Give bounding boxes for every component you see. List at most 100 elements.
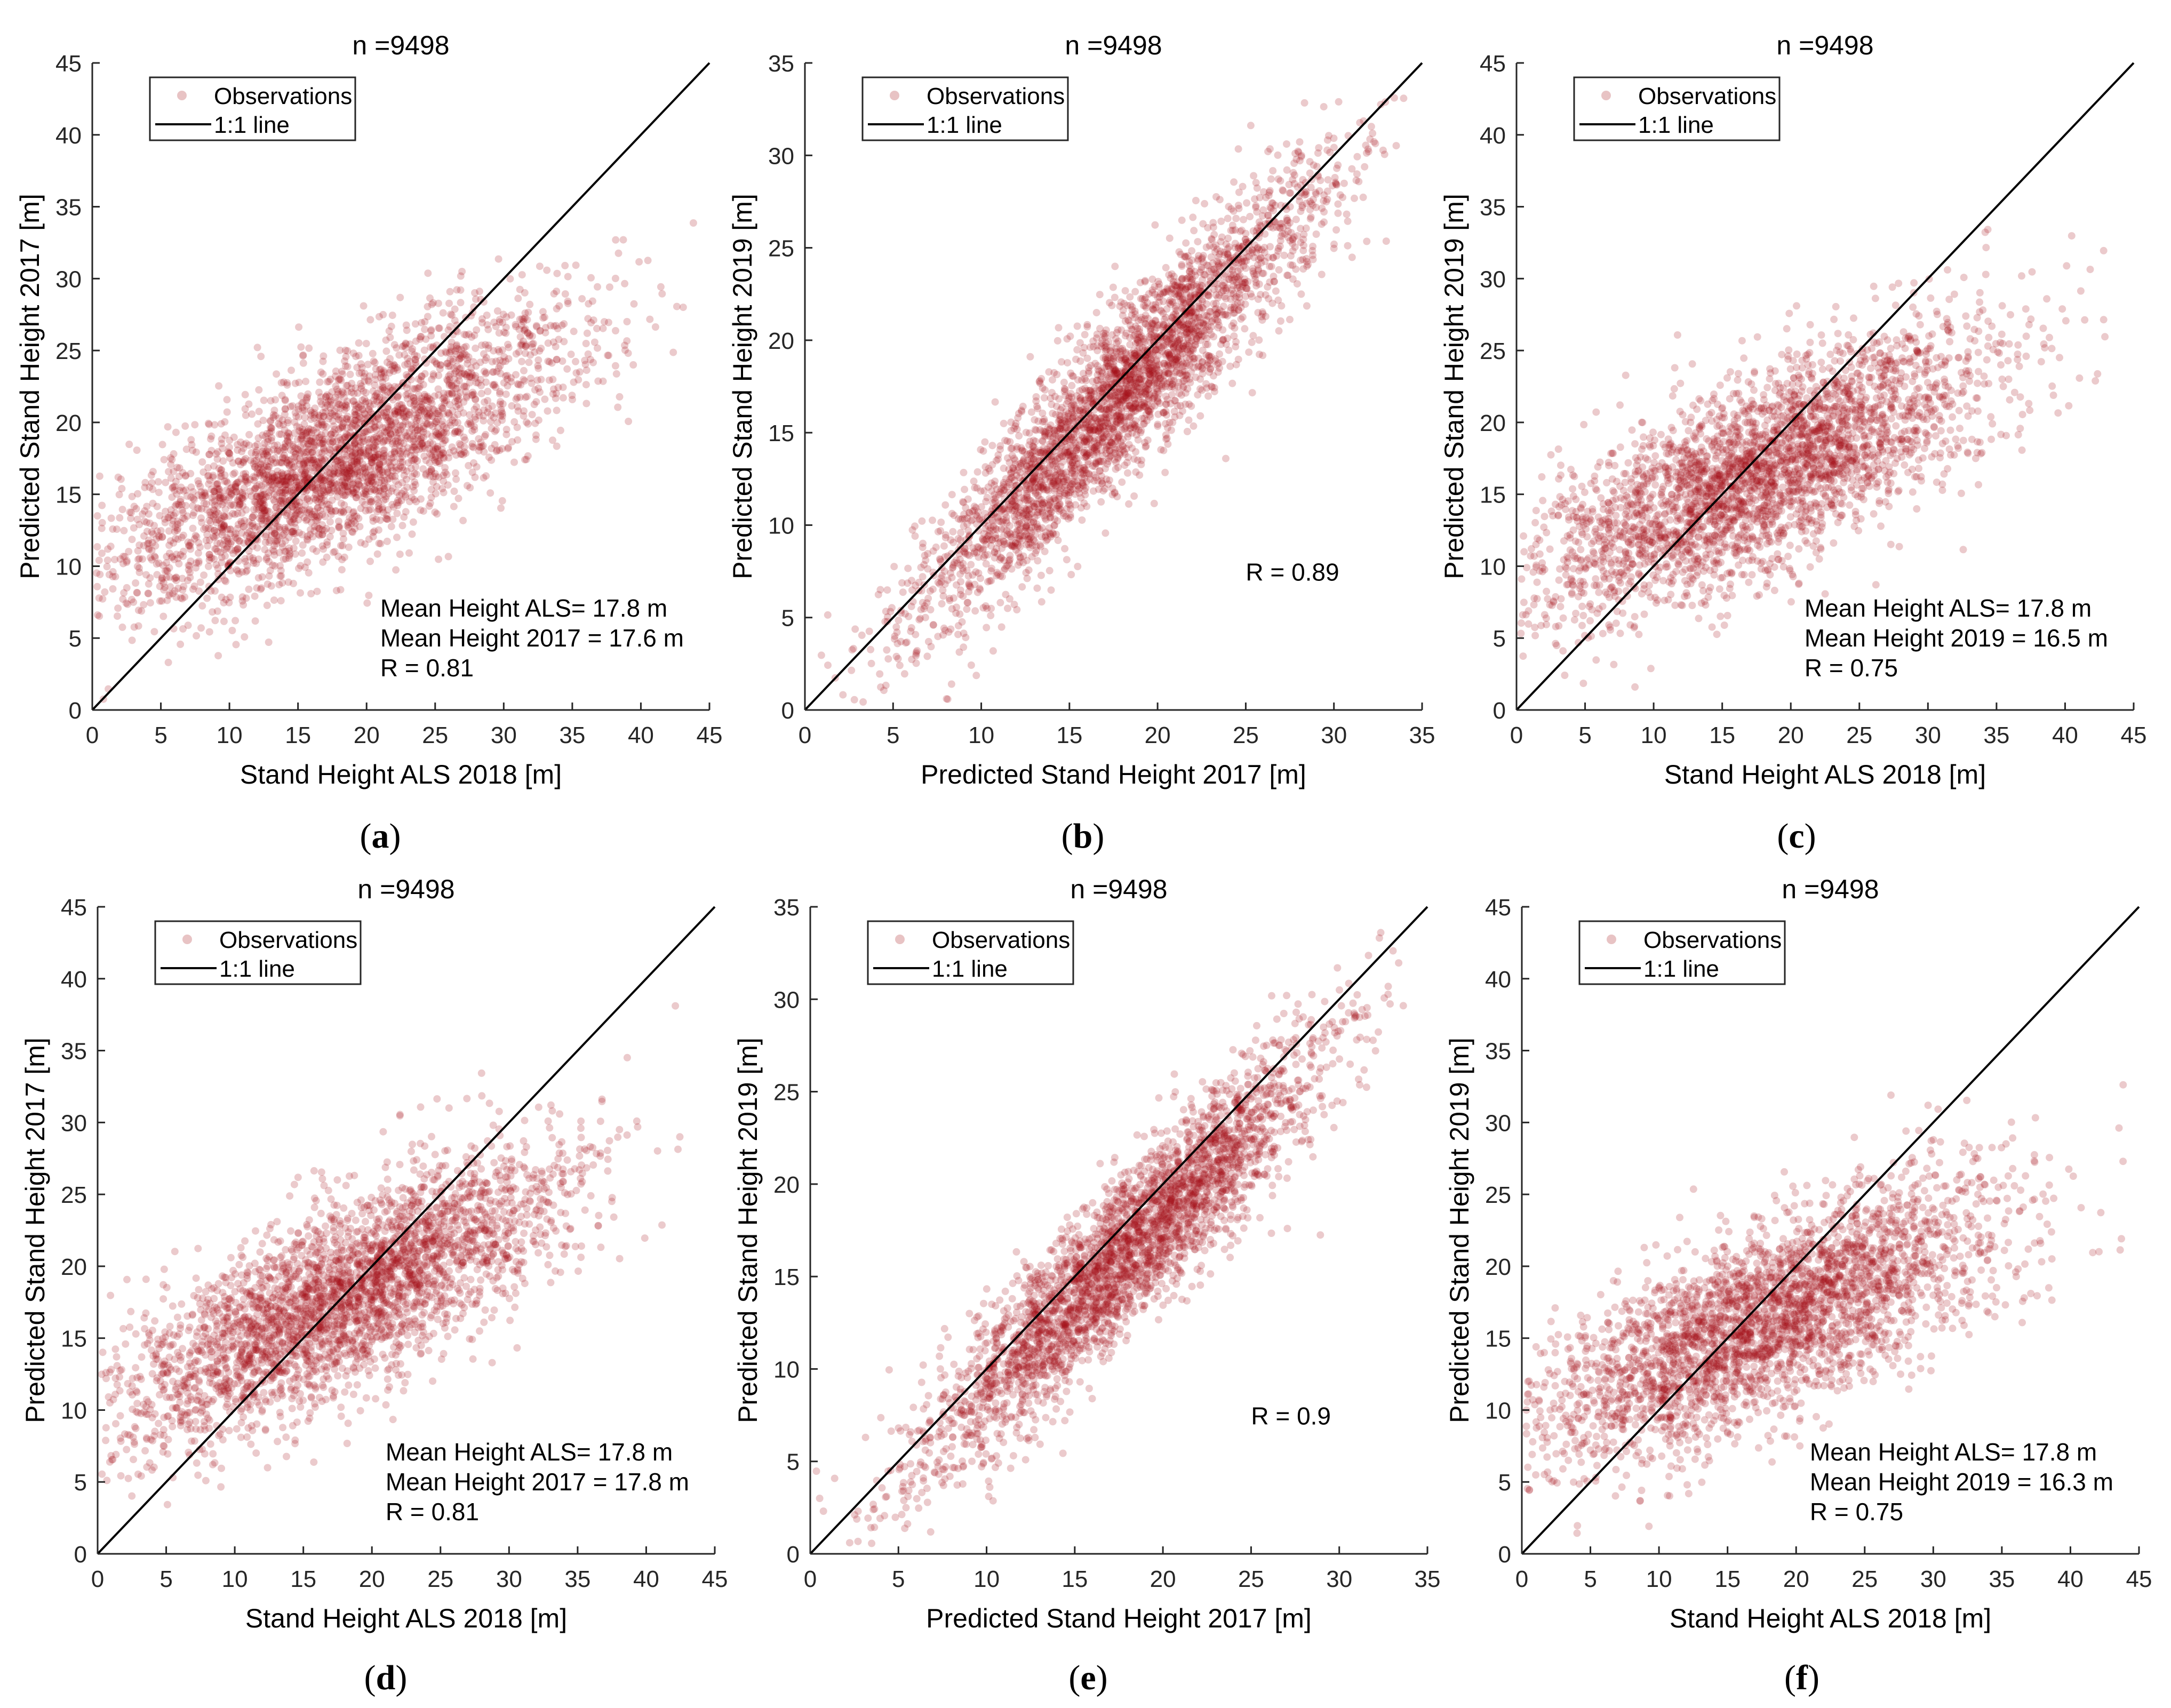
observation-point [567,350,575,358]
observation-point [221,576,229,584]
observation-point [373,393,381,401]
observation-point [165,468,172,476]
observation-point [318,457,326,465]
observation-point [330,470,338,477]
observation-point [451,316,459,324]
observation-point [334,469,342,477]
observation-point [353,468,361,476]
observation-point [270,551,278,559]
observation-point [605,352,612,360]
observation-point [991,398,999,406]
observation-point [457,441,465,449]
observation-point [191,421,199,429]
observation-point [1312,230,1320,238]
observation-point [145,536,153,544]
observation-point [370,357,378,365]
observation-point [496,388,504,396]
observation-point [851,625,859,633]
observation-point [198,492,206,500]
observation-point [165,541,173,549]
observation-point [500,379,508,387]
observation-point [470,405,478,413]
observation-point [365,480,373,488]
observation-point [491,380,499,388]
observation-point [317,456,325,464]
observation-point [563,365,571,373]
observation-point [1276,317,1284,325]
observation-point [365,592,373,600]
observation-point [303,435,311,442]
observation-point [518,357,526,365]
observation-point [1111,262,1119,270]
observation-point [521,349,529,357]
observation-point [435,324,443,332]
observation-point [262,531,270,539]
observation-point [940,542,948,550]
observation-point [181,593,189,601]
observation-point [134,490,141,498]
observation-point [173,526,181,534]
observation-point [457,299,465,307]
observation-point [983,604,991,612]
observation-point [304,558,312,566]
observation-point [428,376,436,384]
observation-point [410,486,418,494]
chart-title: n =9498 [352,30,449,60]
observation-point [388,312,396,320]
observation-point [611,275,619,282]
observation-point [371,481,379,489]
observation-point [145,589,153,597]
observation-point [520,366,528,374]
observation-point [451,305,459,313]
observation-point [651,323,659,331]
observation-point [173,464,181,472]
observation-point [308,409,316,417]
observation-point [150,628,158,636]
y-tick-label: 0 [69,698,82,724]
observation-point [424,441,432,448]
observation-point [342,430,350,438]
observation-point [387,462,395,470]
observation-point [386,369,393,377]
observation-point [291,379,299,387]
observation-point [224,537,232,545]
observation-point [205,628,213,636]
observation-point [326,404,334,412]
observation-point [443,349,451,357]
observation-point [612,236,620,244]
observation-point [297,589,304,597]
legend-line-label: 1:1 line [214,112,290,138]
observation-point [161,584,169,591]
observation-point [157,527,165,534]
observation-point [918,517,926,525]
observation-point [95,556,103,564]
stats-annotation: Mean Height ALS= 17.8 m [380,594,667,622]
observation-point [305,344,313,352]
observation-point [488,425,496,433]
observation-point [277,572,285,580]
observation-point [334,410,342,418]
observation-point [177,640,185,648]
observation-point [245,430,253,438]
observation-point [340,394,348,402]
observation-point [926,587,934,595]
observation-point [522,342,530,350]
observation-point [513,424,521,432]
observation-point [318,542,326,550]
observation-point [256,469,264,477]
observation-point [285,554,293,562]
observation-point [582,400,590,408]
observation-point [970,477,978,485]
observation-point [472,344,480,352]
observation-point [409,443,417,451]
x-tick-label: 0 [86,722,99,748]
observation-point [1254,295,1262,303]
observation-point [517,381,525,389]
observation-point [988,442,996,450]
observation-point [619,236,627,244]
observation-point [470,426,478,434]
observation-point [380,367,388,375]
observation-point [426,421,434,429]
observation-point [646,315,654,323]
observation-point [587,274,595,282]
